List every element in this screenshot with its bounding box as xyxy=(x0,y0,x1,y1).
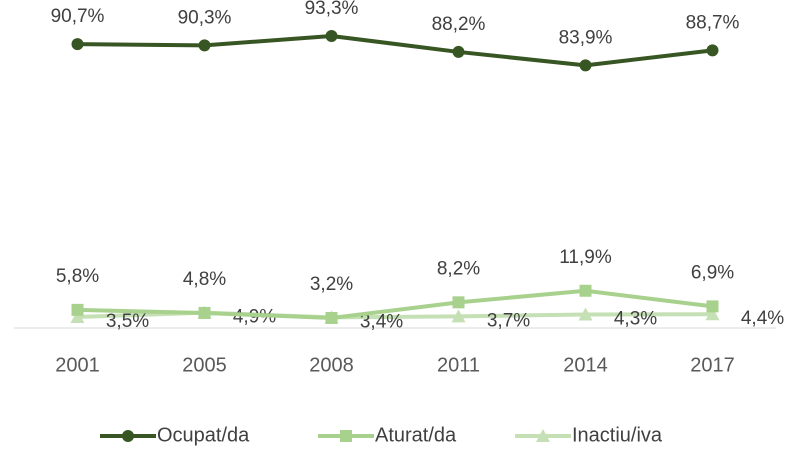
data-label: 3,5% xyxy=(106,311,149,332)
x-tick-label: 2001 xyxy=(55,354,100,376)
data-label: 83,9% xyxy=(559,27,613,48)
x-tick-label: 2008 xyxy=(309,354,354,376)
data-label: 3,7% xyxy=(487,310,530,331)
x-tick-label: 2014 xyxy=(563,354,608,376)
legend-label: Inactiu/iva xyxy=(572,424,663,446)
data-point xyxy=(198,306,211,319)
data-label: 90,3% xyxy=(178,7,232,28)
legend-marker xyxy=(340,430,352,442)
data-label: 88,7% xyxy=(686,12,740,33)
data-point xyxy=(579,284,592,297)
data-label: 6,9% xyxy=(691,262,734,283)
data-point xyxy=(452,296,465,309)
x-tick-label: 2005 xyxy=(182,354,227,376)
data-point xyxy=(71,38,84,51)
data-label: 4,4% xyxy=(741,308,784,329)
data-point xyxy=(325,311,338,324)
data-label: 8,2% xyxy=(437,258,480,279)
data-point xyxy=(451,309,466,323)
data-point xyxy=(452,45,465,58)
legend-label: Aturat/da xyxy=(375,424,457,446)
data-label: 90,7% xyxy=(51,6,105,27)
data-point xyxy=(706,300,719,313)
data-label: 11,9% xyxy=(559,247,612,268)
x-tick-label: 2011 xyxy=(437,354,480,376)
data-label: 4,8% xyxy=(183,269,226,290)
data-label: 5,8% xyxy=(56,266,99,287)
data-point xyxy=(325,29,338,42)
legend-label: Ocupat/da xyxy=(157,424,250,446)
data-label: 88,2% xyxy=(432,14,486,35)
series-line xyxy=(77,288,713,320)
legend-marker xyxy=(536,429,550,442)
data-label: 3,4% xyxy=(360,311,403,332)
data-label: 3,2% xyxy=(310,274,353,295)
data-point xyxy=(70,310,85,324)
data-label: 4,9% xyxy=(233,307,276,328)
data-point xyxy=(579,59,592,72)
data-point xyxy=(705,307,720,321)
series-line xyxy=(77,33,713,68)
legend-marker xyxy=(122,430,134,442)
data-label: 4,3% xyxy=(614,309,657,330)
x-tick-label: 2017 xyxy=(690,354,735,376)
data-point xyxy=(198,39,211,52)
data-label: 93,3% xyxy=(305,0,359,19)
data-point xyxy=(706,44,719,57)
data-point xyxy=(578,307,593,321)
data-point xyxy=(71,303,84,316)
